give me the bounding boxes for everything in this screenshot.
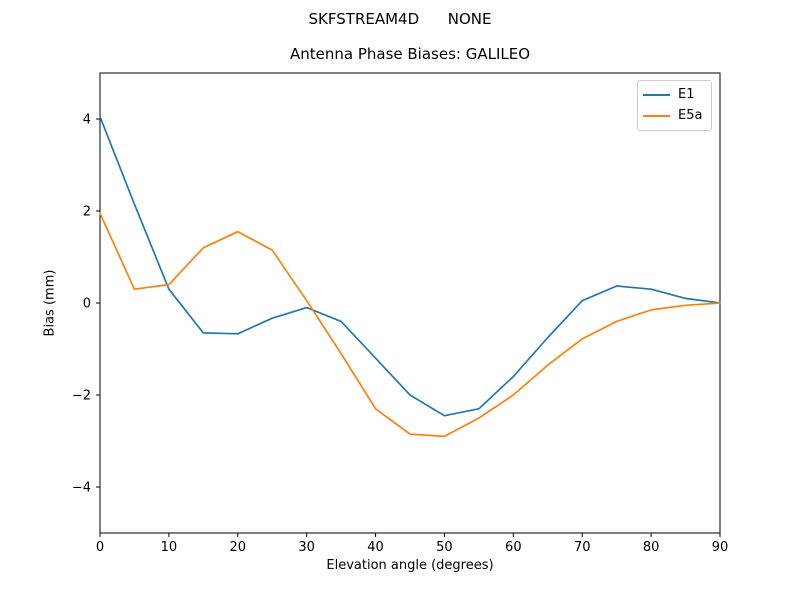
x-tick-label: 0 xyxy=(96,540,104,555)
legend-label: E5a xyxy=(678,108,703,123)
y-axis-label: Bias (mm) xyxy=(42,269,58,337)
chart-title: Antenna Phase Biases: GALILEO xyxy=(289,45,531,63)
x-tick-label: 40 xyxy=(367,540,384,555)
legend-item-e1: E1 xyxy=(643,86,702,104)
x-tick-label: 50 xyxy=(436,540,453,555)
y-tick-label: −2 xyxy=(72,389,91,404)
series-line-e1 xyxy=(99,115,721,417)
y-tick-label: −4 xyxy=(72,481,91,496)
y-tick-label: 0 xyxy=(83,297,91,312)
axes-frame xyxy=(99,72,721,534)
series-line-e5a xyxy=(99,212,721,438)
legend-line-sample xyxy=(643,94,670,96)
legend-item-e5a: E5a xyxy=(643,107,702,125)
legend-box: E1 E5a xyxy=(637,80,713,131)
x-tick-label: 10 xyxy=(161,540,178,555)
x-axis-label: Elevation angle (degrees) xyxy=(326,558,494,573)
y-tick-label: 4 xyxy=(83,113,91,128)
x-tick-label: 30 xyxy=(298,540,315,555)
x-tick-label: 60 xyxy=(505,540,522,555)
legend-line-sample xyxy=(643,115,670,117)
y-tick-label: 2 xyxy=(83,205,91,220)
figure-suptitle: SKFSTREAM4D NONE xyxy=(308,10,492,28)
x-tick-label: 20 xyxy=(230,540,247,555)
x-tick-label: 70 xyxy=(574,540,591,555)
legend-label: E1 xyxy=(678,87,695,102)
x-tick-label: 90 xyxy=(712,540,729,555)
x-tick-label: 80 xyxy=(643,540,660,555)
